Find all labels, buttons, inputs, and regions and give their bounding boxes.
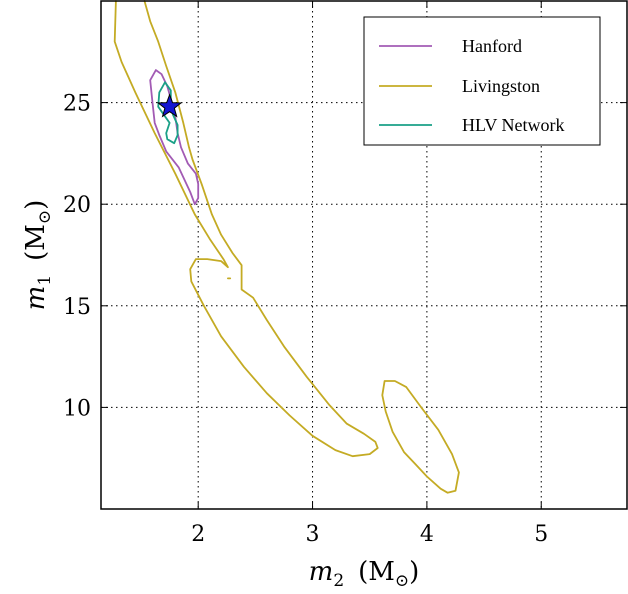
plot-frame: [100, 0, 628, 510]
y-tick-label: 10: [63, 396, 91, 421]
legend-label-livingston: Livingston: [462, 76, 540, 96]
x-axis-unit-sub: ⊙: [395, 571, 409, 591]
y-tick-label: 25: [63, 92, 91, 117]
ticks: [101, 1, 627, 509]
y-tick-label: 20: [63, 193, 91, 218]
x-tick-label: 4: [420, 522, 434, 547]
y-axis-close: ): [21, 200, 51, 210]
x-axis-unit: (M: [358, 557, 395, 587]
contour-livingston: [113, 0, 379, 458]
y-axis-unit-sub: ⊙: [35, 210, 55, 224]
y-tick-label: 15: [63, 295, 91, 320]
y-axis-var-sub: 1: [35, 275, 55, 286]
legend-label-hanford: Hanford: [462, 36, 522, 56]
star-marker: [156, 93, 183, 118]
tick-labels: 2 3 4 5 10 15 20 25: [63, 92, 548, 547]
x-axis-var-sub: 2: [333, 571, 344, 591]
legend-box: [363, 16, 601, 146]
x-axis-close: ): [409, 557, 419, 587]
x-tick-label: 3: [306, 522, 320, 547]
legend: Hanford Livingston HLV Network: [363, 16, 601, 146]
x-axis-label: m2 (M⊙): [309, 557, 420, 591]
x-tick-label: 2: [191, 522, 205, 547]
y-axis-var: m: [21, 286, 51, 311]
x-axis-var: m: [309, 557, 334, 587]
legend-label-hlv-network: HLV Network: [462, 115, 565, 135]
marker-layer: [156, 93, 183, 118]
contour-livingston: [381, 380, 460, 494]
y-axis-label: m1 (M⊙): [21, 200, 55, 311]
y-axis-unit: (M: [21, 224, 51, 261]
x-tick-label: 5: [534, 522, 548, 547]
